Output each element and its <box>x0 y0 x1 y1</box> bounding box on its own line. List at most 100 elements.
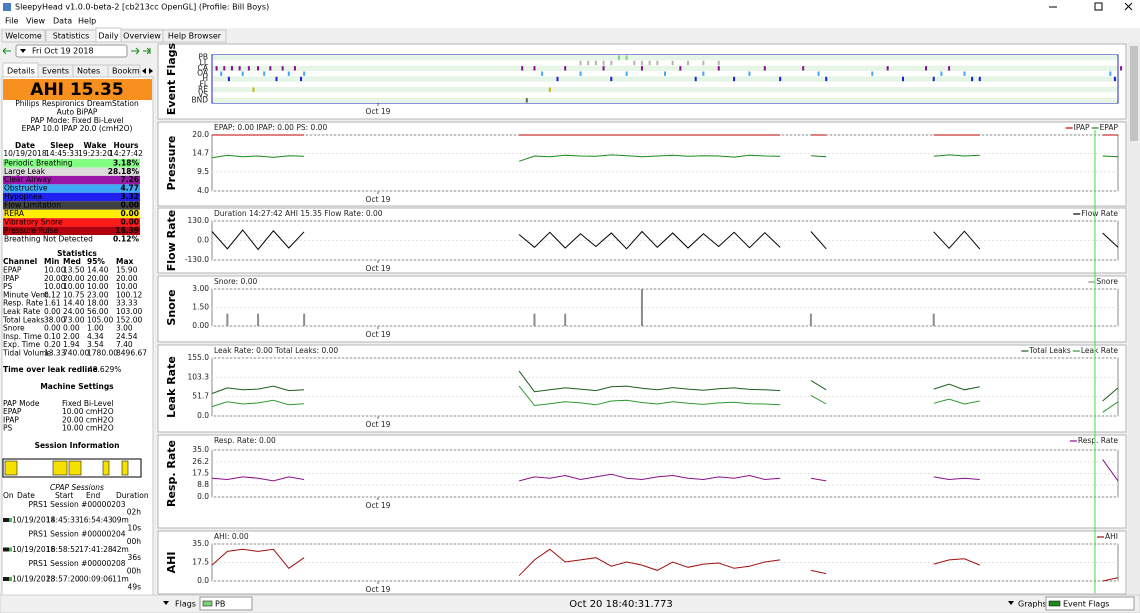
tab-label[interactable]: Overview <box>123 32 161 41</box>
x-tick-label: Oct 19 <box>366 195 391 204</box>
machine-settings-title: Machine Settings <box>40 382 114 391</box>
session-toggle-on[interactable] <box>9 547 12 552</box>
event-flag <box>779 76 782 82</box>
event-flag <box>241 71 244 76</box>
event-flag <box>633 60 636 66</box>
sub-tab[interactable] <box>107 64 141 78</box>
event-flag <box>293 66 296 71</box>
machine-info: EPAP 10.0 IPAP 20.0 (cmH2O) <box>22 124 133 133</box>
session-header: Date <box>17 491 35 500</box>
event-flag <box>648 60 651 66</box>
index-row <box>3 167 140 176</box>
stat-cell: 10.75 <box>63 290 85 299</box>
stat-cell: Total Leaks <box>2 315 45 324</box>
graphs-combo[interactable] <box>1045 596 1135 611</box>
session-name[interactable]: PRS1 Session #00000203 <box>28 500 125 509</box>
session-start: 23:57:20 <box>46 575 80 584</box>
session-toggle[interactable] <box>3 547 12 552</box>
session-block <box>52 460 68 476</box>
sub-tab-label[interactable]: Notes <box>77 67 100 76</box>
session-name[interactable]: PRS1 Session #00000208 <box>28 559 125 568</box>
index-value: 16.39 <box>115 226 139 235</box>
event-flag <box>602 60 605 66</box>
session-toggle[interactable] <box>3 518 12 522</box>
sub-tab-label[interactable]: Events <box>42 67 69 76</box>
event-flag <box>610 60 613 66</box>
graphs-arrow[interactable] <box>1008 601 1014 605</box>
session-name[interactable]: PRS1 Session #00000204 <box>28 530 125 539</box>
date-text[interactable]: Fri Oct 19 2018 <box>32 47 94 56</box>
date-combo[interactable] <box>15 44 128 58</box>
y-tick-label: 3.00 <box>192 284 209 293</box>
stat-cell: 8496.67 <box>116 349 147 358</box>
y-tick-label: 0.0 <box>197 411 209 420</box>
flag-row-label: FL <box>200 79 209 88</box>
index-name: Hypopnea <box>4 192 42 201</box>
x-tick-label: Oct 19 <box>366 330 391 339</box>
session-header: Duration <box>116 491 149 500</box>
tab-label[interactable]: Statistics <box>53 32 90 41</box>
index-row <box>3 184 140 193</box>
bottom-bar <box>0 594 1140 613</box>
index-name: Obstructive <box>4 184 48 193</box>
event-flag <box>687 60 690 66</box>
stat-cell: 2.00 <box>63 332 80 341</box>
flags-arrow[interactable] <box>163 601 169 605</box>
date-dropdown[interactable] <box>20 49 26 53</box>
stat-cell: 18.00 <box>87 299 109 308</box>
sub-tab-label[interactable]: Details <box>7 67 35 76</box>
event-flag <box>717 60 720 66</box>
menu-item[interactable]: Help <box>78 17 96 26</box>
x-tick-label: Oct 19 <box>366 264 391 273</box>
menu-item[interactable]: File <box>5 17 18 26</box>
tab-label[interactable]: Help Browser <box>168 32 222 41</box>
flags-select[interactable]: PB <box>215 600 225 609</box>
legend-label: Total Leaks <box>1028 346 1071 355</box>
stat-header: Med <box>63 257 81 266</box>
graphs-button[interactable]: Graphs <box>1018 600 1047 609</box>
flag-row-band <box>213 87 1117 93</box>
y-tick-label: 9.5 <box>197 167 209 176</box>
tab[interactable] <box>162 29 227 43</box>
last-day-button[interactable] <box>143 47 151 55</box>
flags-combo[interactable] <box>199 596 253 611</box>
sub-tab-label[interactable]: Bookm <box>112 67 140 76</box>
day-header: Wake <box>84 141 107 150</box>
event-flag <box>215 66 218 71</box>
session-toggle-on[interactable] <box>9 518 12 522</box>
graph-title: Snore <box>165 289 178 325</box>
session-toggle-on[interactable] <box>9 577 12 581</box>
index-value: 4.77 <box>120 184 139 193</box>
machine-info: Philips Respironics DreamStation <box>15 99 139 108</box>
restore-button[interactable] <box>1094 2 1103 11</box>
session-duration: 36s <box>128 553 142 562</box>
graphs-select[interactable]: Event Flags <box>1063 600 1109 609</box>
menu-item[interactable]: Data <box>53 17 72 26</box>
scrollbar[interactable] <box>1128 42 1140 595</box>
tab-label[interactable]: Welcome <box>5 32 42 41</box>
tab-label[interactable]: Daily <box>98 32 119 41</box>
sub-tab-scroll[interactable] <box>142 68 153 74</box>
event-flag <box>702 71 705 76</box>
stat-cell: 3.54 <box>87 340 104 349</box>
y-tick-label: 35.0 <box>192 539 209 548</box>
prev-day-button[interactable] <box>2 47 11 55</box>
scrollbar-thumb[interactable] <box>1130 46 1138 141</box>
next-day-button[interactable] <box>131 47 140 55</box>
event-flag <box>802 66 805 71</box>
flag-row-label: OA <box>197 69 209 78</box>
flags-button[interactable]: Flags <box>175 600 196 609</box>
index-row <box>3 175 140 185</box>
menu-item[interactable]: View <box>26 17 45 26</box>
index-name: RERA <box>4 209 25 218</box>
stat-cell: 56.00 <box>87 307 109 316</box>
tab[interactable] <box>1 29 46 43</box>
stat-cell: Minute Vent. <box>3 290 50 299</box>
event-flag <box>656 60 659 66</box>
session-toggle[interactable] <box>3 577 12 581</box>
index-row <box>3 218 140 227</box>
close-button[interactable] <box>1124 2 1133 11</box>
event-flag <box>902 76 905 82</box>
stat-cell: 13.33 <box>44 349 66 358</box>
statistics-title: Statistics <box>57 249 97 258</box>
